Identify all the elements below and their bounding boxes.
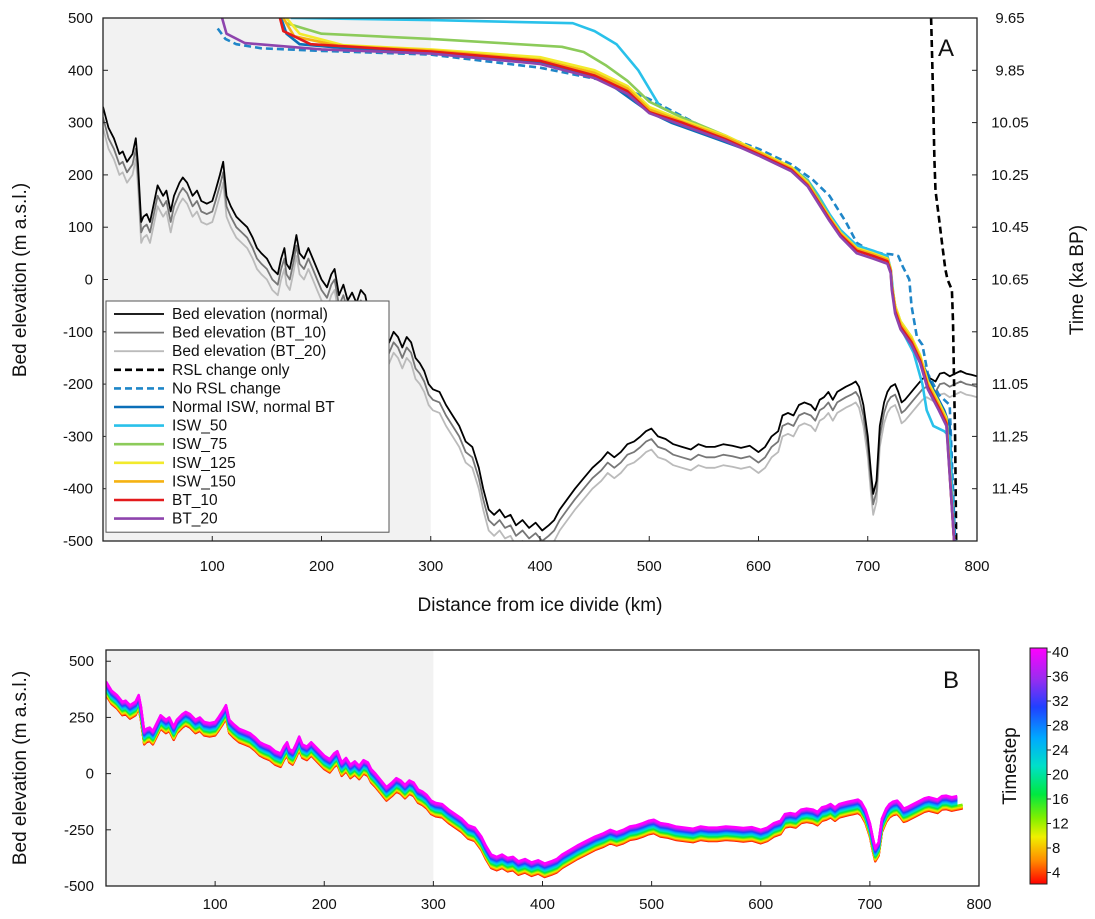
right-y-tick-label: 11.45 (992, 481, 1028, 498)
right-y-tick-label: 10.65 (991, 272, 1029, 289)
panel-a-x-axis-label: Distance from ice divide (km) (418, 595, 663, 616)
panel-a-series (103, 18, 977, 541)
x-tick-label: 600 (746, 558, 771, 575)
panel-b-x-ticks: 100 200 300 400 500 600 700 800 (203, 881, 992, 913)
x-tick-label: 100 (203, 896, 228, 913)
x-tick-label: 400 (530, 896, 555, 913)
y-tick-label: 400 (68, 62, 93, 79)
right-y-tick-label: 10.85 (991, 324, 1029, 341)
legend-entry: ISW_150 (172, 473, 236, 490)
x-tick-label: 300 (418, 558, 443, 575)
legend-entry: Normal ISW, normal BT (172, 399, 335, 416)
y-tick-label: -500 (64, 878, 94, 895)
x-tick-label: 500 (637, 558, 662, 575)
x-tick-label: 300 (421, 896, 446, 913)
legend: Bed elevation (normal) Bed elevation (BT_… (105, 300, 390, 533)
colorbar-tick-label: 20 (1052, 767, 1069, 784)
panel-a-y-ticks: 500 400 300 200 100 0 -100 -200 -300 -400 -500 (63, 10, 108, 550)
colorbar-tick-label: 24 (1052, 742, 1069, 759)
legend-entry: Bed elevation (BT_10) (172, 325, 326, 342)
colorbar-tick-label: 36 (1052, 669, 1069, 686)
x-tick-label: 200 (309, 558, 334, 575)
legend-entry: ISW_75 (172, 436, 227, 453)
x-tick-label: 700 (857, 896, 882, 913)
y-tick-label: 200 (68, 167, 93, 184)
series-line-bed-elevation-bt-20- (103, 127, 977, 541)
x-tick-label: 800 (964, 558, 989, 575)
colorbar-tick-label: 4 (1052, 865, 1060, 882)
panel-b-shaded-region (106, 650, 434, 886)
right-y-tick-label: 10.05 (991, 115, 1029, 132)
y-tick-label: 500 (69, 653, 94, 670)
colorbar-label: Timestep (1000, 727, 1021, 804)
x-tick-label: 700 (855, 558, 880, 575)
legend-entry: RSL change only (172, 362, 290, 379)
panel-a-right-y-axis-label: Time (ka BP) (1067, 225, 1088, 335)
legend-entry: No RSL change (172, 380, 281, 397)
right-y-tick-label: 9.85 (995, 62, 1024, 79)
y-tick-label: -200 (63, 376, 93, 393)
x-tick-label: 800 (966, 896, 991, 913)
y-tick-label: 0 (86, 766, 94, 783)
panel-a-y-axis-label: Bed elevation (m a.s.l.) (10, 183, 31, 377)
panel-b-label: B (943, 667, 959, 694)
series-line-isw-50 (290, 18, 956, 541)
colorbar-tick-label: 40 (1052, 644, 1069, 661)
series-line-bed-elevation-normal- (103, 106, 977, 532)
right-y-tick-label: 9.65 (995, 10, 1024, 27)
y-tick-label: 500 (68, 10, 93, 27)
panel-a-x-ticks: 100 200 300 400 500 600 700 800 (200, 536, 990, 575)
colorbar-tick-label: 16 (1052, 791, 1069, 808)
colorbar-tick-label: 28 (1052, 718, 1069, 735)
legend-entry: Bed elevation (BT_20) (172, 343, 326, 360)
series-line-rsl-change-only (929, 18, 958, 541)
series-line-no-rsl-change (216, 27, 957, 541)
y-tick-label: -500 (63, 533, 93, 550)
right-y-tick-label: 11.05 (992, 376, 1028, 393)
y-tick-label: 250 (69, 709, 94, 726)
panel-b-y-axis-label: Bed elevation (m a.s.l.) (10, 671, 31, 865)
legend-entry: ISW_50 (172, 418, 228, 435)
y-tick-label: -300 (63, 428, 93, 445)
colorbar-ticks: 40 36 32 28 24 20 16 12 8 4 (1047, 644, 1069, 882)
panel-a-label: A (938, 35, 954, 62)
y-tick-label: -100 (63, 324, 93, 341)
x-tick-label: 400 (527, 558, 552, 575)
y-tick-label: -400 (63, 481, 93, 498)
y-tick-label: -250 (64, 822, 94, 839)
legend-entry: Bed elevation (normal) (172, 306, 328, 323)
legend-box (105, 300, 390, 533)
panel-b-y-ticks: 500 250 0 -250 -500 (64, 653, 111, 895)
panel-a: 100 200 300 400 500 600 700 800 500400300200100… (10, 10, 1088, 616)
panel-b-timestep-profiles (106, 680, 963, 879)
legend-entry: BT_10 (172, 492, 218, 509)
timestep-profile-40 (106, 680, 958, 865)
colorbar-tick-label: 12 (1052, 816, 1069, 833)
legend-entry: BT_20 (172, 511, 218, 528)
x-tick-label: 500 (639, 896, 664, 913)
legend-entry: ISW_125 (172, 455, 236, 472)
x-tick-label: 100 (200, 558, 225, 575)
x-tick-label: 600 (748, 896, 773, 913)
right-y-tick-label: 11.25 (992, 428, 1028, 445)
panel-b: 100 200 300 400 500 600 700 800 500 250 0 -250 -500… (10, 644, 1069, 913)
series-line-bed-elevation-bt-10- (103, 117, 977, 541)
right-y-tick-label: 10.25 (991, 167, 1029, 184)
x-tick-label: 200 (312, 896, 337, 913)
y-tick-label: 300 (68, 115, 93, 132)
y-tick-label: 0 (85, 272, 93, 289)
colorbar-tick-label: 8 (1052, 840, 1060, 857)
right-y-tick-label: 10.45 (991, 219, 1029, 236)
colorbar (1029, 647, 1048, 885)
colorbar-tick-label: 32 (1052, 693, 1069, 710)
y-tick-label: 100 (68, 219, 93, 236)
series-line-bt-20 (220, 18, 956, 541)
panel-a-right-y-ticks: 9.65 9.85 10.05 10.25 10.45 10.65 10.85 11.05 11… (972, 10, 1029, 498)
